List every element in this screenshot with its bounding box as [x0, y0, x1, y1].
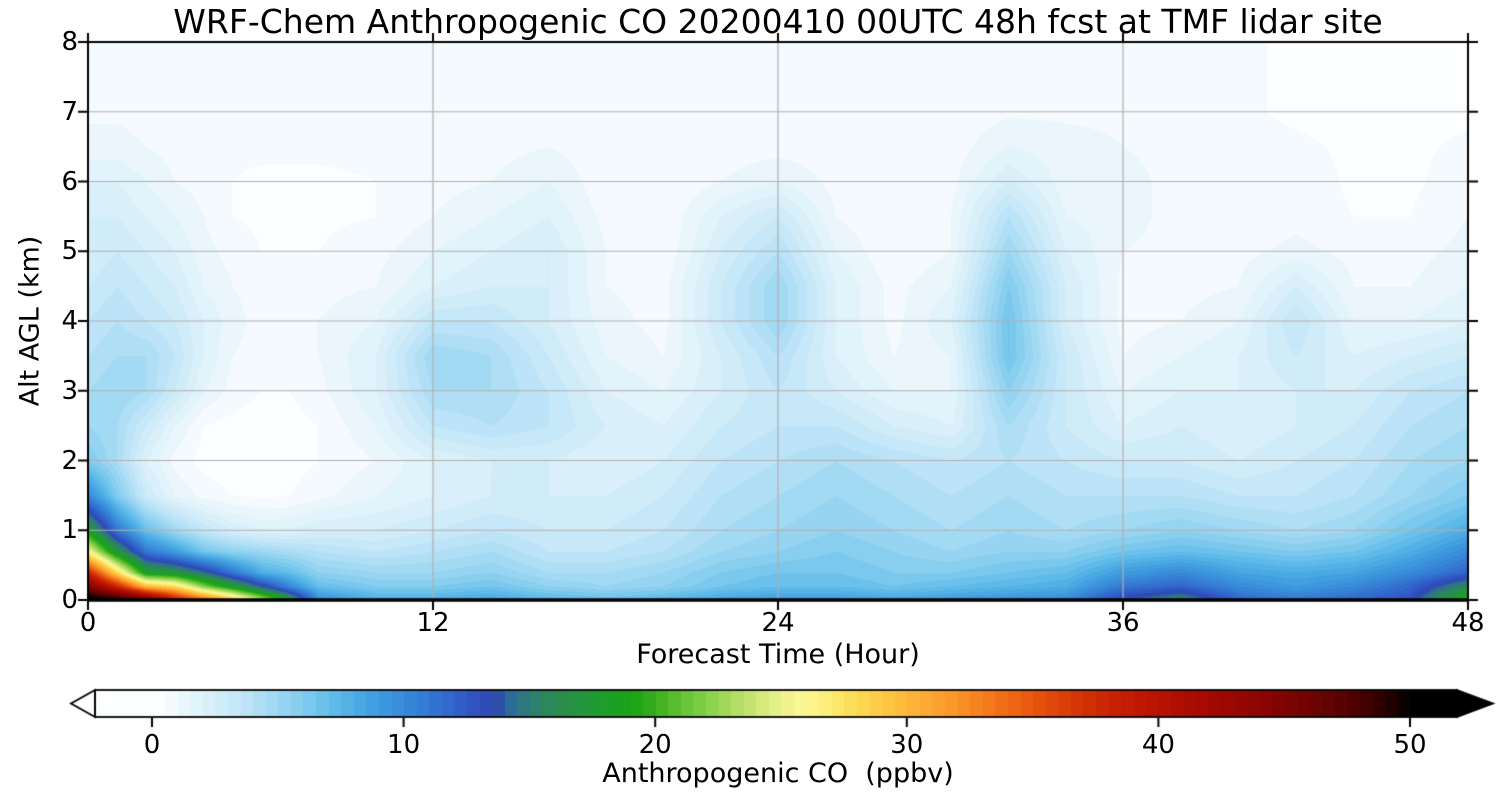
y-tick-label: 5 [61, 236, 78, 267]
colorbar-tick-label: 40 [1141, 730, 1175, 760]
chart-title: WRF-Chem Anthropogenic CO 20200410 00UTC… [173, 2, 1383, 41]
y-tick-label: 4 [61, 306, 78, 336]
colorbar-tick-label: 50 [1393, 730, 1427, 760]
x-tick-label: 48 [1451, 608, 1485, 638]
colorbar-label: Anthropogenic CO (ppbv) [602, 758, 954, 789]
y-tick-label: 6 [61, 166, 78, 197]
x-tick-label: 0 [79, 608, 97, 638]
colorbar-tick-label: 30 [890, 730, 924, 760]
y-tick-label: 7 [61, 96, 78, 127]
y-tick-label: 0 [61, 585, 78, 615]
y-tick-label: 8 [61, 27, 78, 57]
y-tick-label: 2 [61, 445, 78, 476]
x-tick-label: 12 [416, 608, 450, 638]
colorbar-tick-label: 10 [387, 730, 421, 760]
y-tick-label: 1 [61, 515, 78, 546]
x-tick-label: 36 [1106, 608, 1140, 638]
x-tick-label: 24 [761, 608, 795, 638]
colorbar-tick-label: 0 [143, 730, 161, 760]
y-tick-label: 3 [61, 375, 78, 406]
x-axis-label: Forecast Time (Hour) [636, 639, 920, 670]
colorbar-tick-label: 20 [638, 730, 672, 760]
